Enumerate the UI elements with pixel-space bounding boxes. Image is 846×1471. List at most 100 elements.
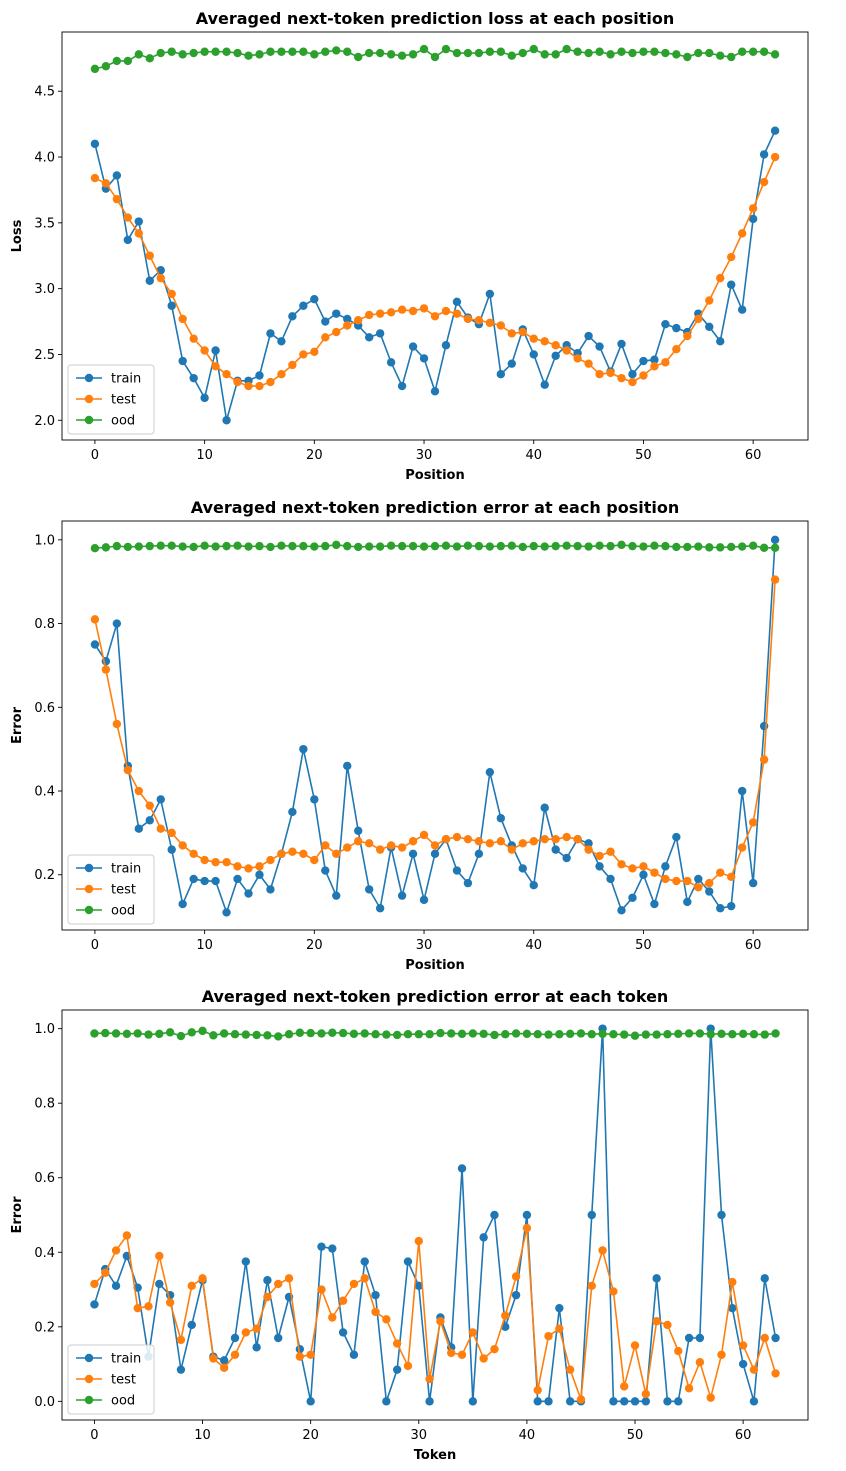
data-point bbox=[425, 1397, 434, 1406]
data-point bbox=[349, 1279, 359, 1289]
data-point bbox=[573, 354, 582, 363]
data-point bbox=[343, 761, 352, 771]
data-point bbox=[133, 1029, 142, 1038]
data-point bbox=[485, 289, 495, 299]
data-point bbox=[770, 543, 780, 552]
data-point bbox=[375, 309, 385, 318]
data-point bbox=[683, 897, 692, 907]
data-point bbox=[474, 316, 484, 325]
series-test bbox=[90, 575, 780, 892]
data-point bbox=[617, 373, 626, 383]
data-point bbox=[452, 866, 462, 875]
x-tick-label: 60 bbox=[745, 938, 762, 953]
data-point bbox=[255, 50, 264, 59]
legend-label-ood: ood bbox=[111, 414, 135, 429]
data-point bbox=[430, 849, 440, 859]
data-point bbox=[198, 1026, 207, 1036]
data-point bbox=[490, 1344, 499, 1354]
data-point bbox=[705, 296, 714, 305]
data-point bbox=[360, 1029, 369, 1038]
x-tick-label: 30 bbox=[416, 938, 433, 953]
data-point bbox=[233, 377, 242, 387]
data-point bbox=[317, 1242, 326, 1251]
data-point bbox=[529, 837, 538, 846]
x-tick-label: 20 bbox=[306, 938, 323, 953]
data-point bbox=[122, 1029, 132, 1039]
data-point bbox=[209, 1031, 218, 1040]
data-point bbox=[430, 52, 440, 62]
data-point bbox=[211, 346, 220, 355]
data-point bbox=[133, 1303, 142, 1313]
data-point bbox=[233, 874, 242, 884]
y-axis-label: Error bbox=[10, 1196, 25, 1234]
data-point bbox=[178, 314, 187, 324]
data-point bbox=[386, 308, 396, 317]
data-point bbox=[555, 1030, 564, 1039]
data-point bbox=[310, 795, 319, 804]
data-point bbox=[386, 50, 396, 59]
data-point bbox=[468, 1029, 478, 1038]
data-point bbox=[230, 1030, 240, 1039]
data-point bbox=[650, 541, 659, 550]
data-point bbox=[639, 47, 648, 56]
data-point bbox=[705, 48, 714, 58]
data-point bbox=[727, 901, 736, 911]
legend: train test ood bbox=[67, 854, 155, 925]
data-point bbox=[284, 1274, 294, 1283]
y-tick-label: 0.4 bbox=[34, 785, 55, 800]
chart-2: Averaged next-token prediction error at … bbox=[10, 498, 809, 973]
data-point bbox=[354, 316, 363, 325]
data-point bbox=[630, 1341, 640, 1350]
plot-frame bbox=[61, 1009, 809, 1421]
data-point bbox=[288, 312, 297, 321]
data-point bbox=[639, 542, 648, 551]
y-tick-label: 0.0 bbox=[34, 1395, 55, 1410]
data-point bbox=[584, 48, 593, 58]
data-point bbox=[332, 849, 341, 859]
data-point bbox=[641, 1397, 651, 1406]
data-point bbox=[555, 1324, 564, 1333]
data-point bbox=[244, 889, 253, 898]
x-tick-label: 10 bbox=[194, 1428, 211, 1443]
data-point bbox=[620, 1382, 629, 1391]
data-point bbox=[145, 541, 154, 551]
data-point bbox=[652, 1317, 661, 1326]
data-point bbox=[209, 1354, 218, 1363]
data-point bbox=[211, 857, 220, 867]
data-point bbox=[695, 1333, 705, 1343]
data-point bbox=[562, 853, 571, 863]
data-point bbox=[716, 51, 725, 60]
data-point bbox=[760, 1030, 769, 1039]
data-point bbox=[672, 50, 681, 59]
data-point bbox=[617, 906, 626, 915]
data-point bbox=[663, 1320, 672, 1330]
data-point bbox=[408, 50, 418, 59]
data-point bbox=[737, 305, 747, 314]
data-point bbox=[189, 334, 198, 343]
x-tick-label: 0 bbox=[90, 1428, 98, 1443]
y-tick-label: 0.8 bbox=[34, 617, 55, 632]
data-point bbox=[737, 786, 747, 796]
y-tick-label: 0.4 bbox=[34, 1246, 55, 1261]
data-point bbox=[770, 575, 780, 584]
data-point bbox=[200, 876, 209, 886]
y-axis-label: Error bbox=[10, 706, 25, 744]
data-point bbox=[299, 744, 308, 754]
data-point bbox=[496, 321, 506, 330]
data-point bbox=[244, 542, 253, 551]
data-point bbox=[156, 824, 165, 833]
data-point bbox=[255, 870, 264, 879]
data-point bbox=[211, 542, 220, 551]
data-point bbox=[134, 542, 143, 551]
x-tick-label: 20 bbox=[306, 448, 323, 463]
series-line-test bbox=[94, 579, 776, 889]
y-tick-label: 3.0 bbox=[34, 282, 55, 297]
data-point bbox=[328, 1313, 337, 1322]
data-point bbox=[112, 719, 122, 729]
data-point bbox=[354, 542, 363, 552]
data-point bbox=[354, 52, 363, 62]
legend-label-test: test bbox=[111, 1373, 136, 1388]
x-tick-label: 50 bbox=[635, 448, 652, 463]
data-point bbox=[674, 1346, 683, 1356]
data-point bbox=[562, 832, 571, 842]
